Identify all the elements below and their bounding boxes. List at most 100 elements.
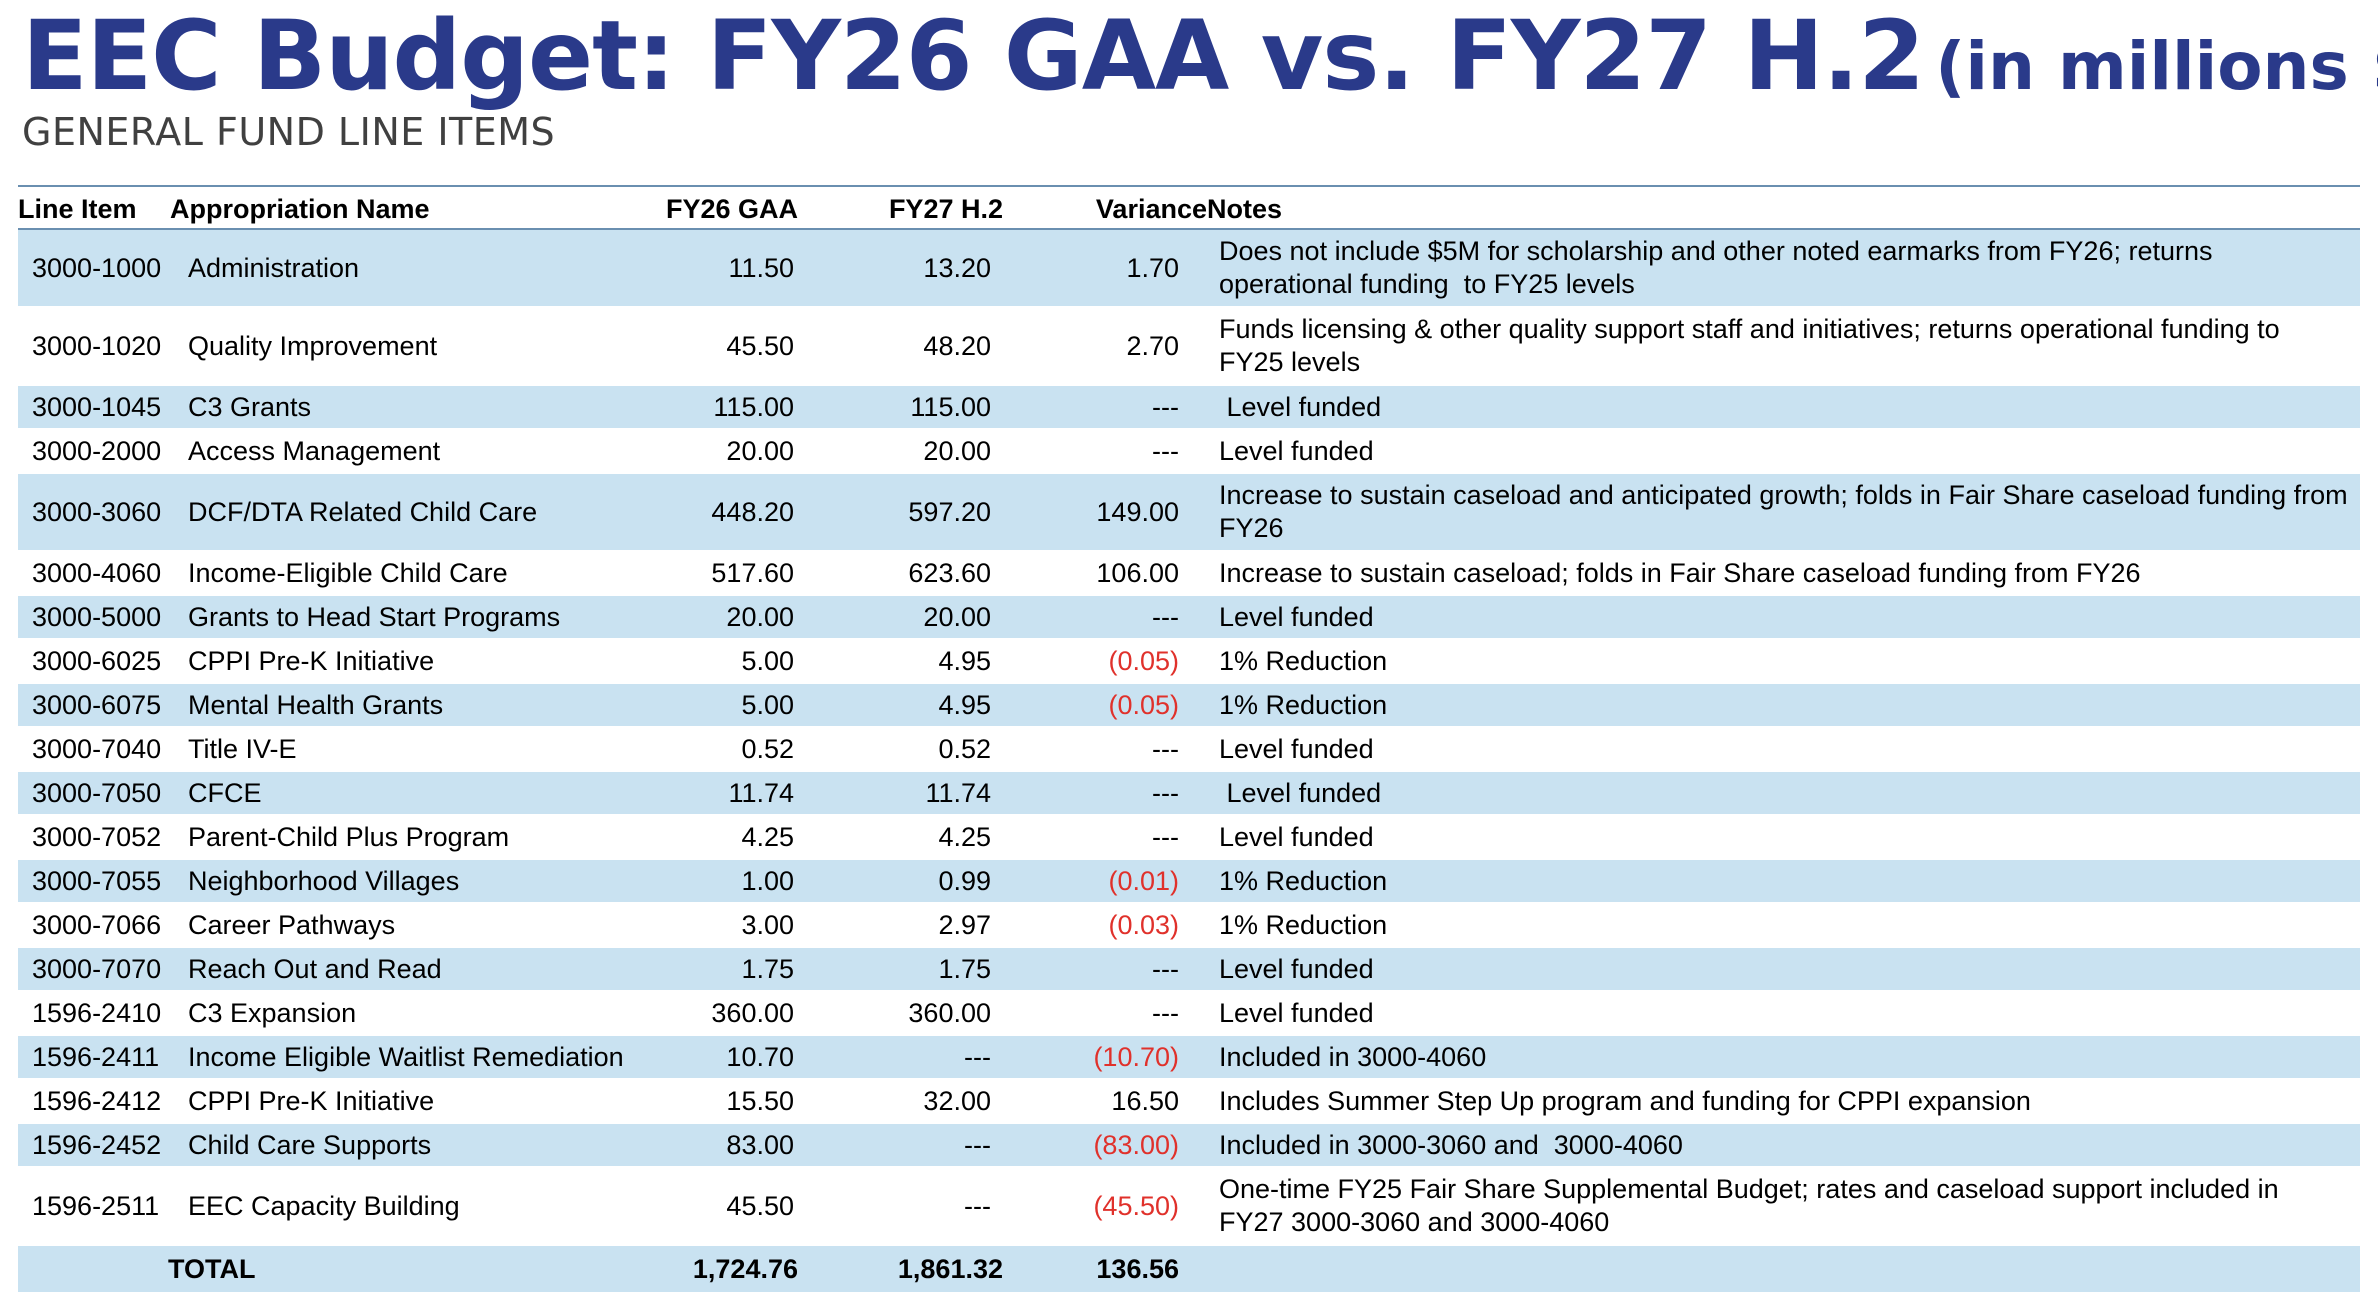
cell-fy27: 11.74 bbox=[798, 771, 1003, 816]
cell-variance: (83.00) bbox=[1003, 1123, 1207, 1168]
table-row: 3000-7050 CFCE 11.74 11.74 --- Level funded bbox=[18, 771, 2360, 816]
cell-fy26: 1.75 bbox=[653, 947, 798, 992]
cell-appropriation-name: Access Management bbox=[170, 429, 653, 474]
cell-notes: Includes Summer Step Up program and fund… bbox=[1207, 1079, 2360, 1124]
table-row: 1596-2412 CPPI Pre-K Initiative 15.50 32.00… bbox=[18, 1079, 2360, 1124]
cell-notes: Level funded bbox=[1207, 815, 2360, 860]
header-appropriation-name: Appropriation Name bbox=[170, 190, 653, 230]
budget-table: Line Item Appropriation Name FY26 GAA FY… bbox=[18, 190, 2360, 1292]
cell-appropriation-name: Grants to Head Start Programs bbox=[170, 595, 653, 640]
cell-fy27: 1.75 bbox=[798, 947, 1003, 992]
cell-fy27: --- bbox=[798, 1035, 1003, 1080]
cell-fy27: 20.00 bbox=[798, 429, 1003, 474]
total-label: TOTAL bbox=[168, 1253, 256, 1284]
page-title-units: (in millions $) bbox=[1935, 28, 2378, 105]
cell-appropriation-name: DCF/DTA Related Child Care bbox=[170, 473, 653, 552]
cell-fy26: 20.00 bbox=[653, 595, 798, 640]
cell-notes: 1% Reduction bbox=[1207, 903, 2360, 948]
cell-variance: 149.00 bbox=[1003, 473, 1207, 552]
cell-line-item: 3000-7052 bbox=[18, 815, 170, 860]
cell-notes: 1% Reduction bbox=[1207, 683, 2360, 728]
cell-fy26: 11.50 bbox=[653, 229, 798, 308]
cell-fy27: 2.97 bbox=[798, 903, 1003, 948]
cell-notes: One-time FY25 Fair Share Supplemental Bu… bbox=[1207, 1167, 2360, 1246]
total-fy27: 1,861.32 bbox=[798, 1244, 1003, 1292]
total-variance: 136.56 bbox=[1003, 1244, 1207, 1292]
cell-line-item: 3000-7050 bbox=[18, 771, 170, 816]
cell-notes: Increase to sustain caseload; folds in F… bbox=[1207, 551, 2360, 596]
cell-line-item: 3000-7055 bbox=[18, 859, 170, 904]
cell-fy26: 5.00 bbox=[653, 639, 798, 684]
total-row: TOTAL 1,724.76 1,861.32 136.56 bbox=[18, 1244, 2360, 1292]
table-row: 3000-7055 Neighborhood Villages 1.00 0.99 (0… bbox=[18, 859, 2360, 904]
table-row: 3000-2000 Access Management 20.00 20.00 --- L… bbox=[18, 429, 2360, 474]
cell-fy26: 517.60 bbox=[653, 551, 798, 596]
cell-variance: (0.05) bbox=[1003, 683, 1207, 728]
cell-line-item: 3000-7066 bbox=[18, 903, 170, 948]
table-row: 1596-2511 EEC Capacity Building 45.50 --- (4… bbox=[18, 1167, 2360, 1246]
cell-variance: --- bbox=[1003, 595, 1207, 640]
cell-line-item: 3000-1020 bbox=[18, 307, 170, 386]
cell-line-item: 1596-2452 bbox=[18, 1123, 170, 1168]
cell-notes: 1% Reduction bbox=[1207, 859, 2360, 904]
table-row: 3000-6075 Mental Health Grants 5.00 4.95 (0.… bbox=[18, 683, 2360, 728]
cell-variance: --- bbox=[1003, 429, 1207, 474]
table-header-row: Line Item Appropriation Name FY26 GAA FY… bbox=[18, 190, 2360, 230]
cell-variance: (45.50) bbox=[1003, 1167, 1207, 1246]
cell-notes: 1% Reduction bbox=[1207, 639, 2360, 684]
cell-fy26: 5.00 bbox=[653, 683, 798, 728]
cell-notes: Increase to sustain caseload and anticip… bbox=[1207, 473, 2360, 552]
table-row: 3000-4060 Income-Eligible Child Care 517.6… bbox=[18, 551, 2360, 596]
table-row: 1596-2452 Child Care Supports 83.00 --- (83.… bbox=[18, 1123, 2360, 1168]
page-title: EEC Budget: FY26 GAA vs. FY27 H.2 (in mi… bbox=[22, 8, 2378, 104]
cell-fy27: 0.99 bbox=[798, 859, 1003, 904]
cell-appropriation-name: Title IV-E bbox=[170, 727, 653, 772]
cell-variance: 2.70 bbox=[1003, 307, 1207, 386]
cell-appropriation-name: Quality Improvement bbox=[170, 307, 653, 386]
header-notes: Notes bbox=[1207, 190, 2360, 230]
cell-fy26: 45.50 bbox=[653, 307, 798, 386]
cell-notes: Included in 3000-3060 and 3000-4060 bbox=[1207, 1123, 2360, 1168]
cell-fy27: --- bbox=[798, 1167, 1003, 1246]
table-row: 3000-7052 Parent-Child Plus Program 4.25 4.… bbox=[18, 815, 2360, 860]
cell-notes: Level funded bbox=[1207, 429, 2360, 474]
cell-variance: 16.50 bbox=[1003, 1079, 1207, 1124]
table-row: 3000-6025 CPPI Pre-K Initiative 5.00 4.95 (0… bbox=[18, 639, 2360, 684]
cell-fy26: 15.50 bbox=[653, 1079, 798, 1124]
cell-fy26: 3.00 bbox=[653, 903, 798, 948]
table-body: 3000-1000 Administration 11.50 13.20 1.70 Doe… bbox=[18, 229, 2360, 1246]
cell-fy26: 0.52 bbox=[653, 727, 798, 772]
cell-appropriation-name: CPPI Pre-K Initiative bbox=[170, 1079, 653, 1124]
cell-fy27: 0.52 bbox=[798, 727, 1003, 772]
cell-fy27: 20.00 bbox=[798, 595, 1003, 640]
cell-fy26: 115.00 bbox=[653, 385, 798, 430]
cell-variance: --- bbox=[1003, 947, 1207, 992]
cell-variance: --- bbox=[1003, 727, 1207, 772]
cell-appropriation-name: Administration bbox=[170, 229, 653, 308]
cell-fy26: 4.25 bbox=[653, 815, 798, 860]
cell-notes: Level funded bbox=[1207, 947, 2360, 992]
page-title-main: EEC Budget: FY26 GAA vs. FY27 H.2 bbox=[22, 0, 1925, 112]
cell-fy27: 4.95 bbox=[798, 683, 1003, 728]
cell-appropriation-name: C3 Expansion bbox=[170, 991, 653, 1036]
header-fy26: FY26 GAA bbox=[653, 190, 798, 230]
cell-variance: (0.01) bbox=[1003, 859, 1207, 904]
cell-line-item: 3000-7070 bbox=[18, 947, 170, 992]
total-notes-empty bbox=[1207, 1244, 2360, 1292]
cell-appropriation-name: Income-Eligible Child Care bbox=[170, 551, 653, 596]
cell-fy26: 10.70 bbox=[653, 1035, 798, 1080]
cell-fy26: 83.00 bbox=[653, 1123, 798, 1168]
cell-notes: Level funded bbox=[1207, 385, 2360, 430]
cell-line-item: 3000-1000 bbox=[18, 229, 170, 308]
cell-notes: Included in 3000-4060 bbox=[1207, 1035, 2360, 1080]
cell-variance: --- bbox=[1003, 385, 1207, 430]
cell-line-item: 3000-1045 bbox=[18, 385, 170, 430]
cell-appropriation-name: Child Care Supports bbox=[170, 1123, 653, 1168]
header-line-item: Line Item bbox=[18, 190, 170, 230]
cell-variance: --- bbox=[1003, 991, 1207, 1036]
total-label-cell: TOTAL bbox=[18, 1244, 653, 1292]
cell-notes: Funds licensing & other quality support … bbox=[1207, 307, 2360, 386]
table-row: 3000-7070 Reach Out and Read 1.75 1.75 --- Le… bbox=[18, 947, 2360, 992]
table-row: 3000-7066 Career Pathways 3.00 2.97 (0.03) 1%… bbox=[18, 903, 2360, 948]
cell-line-item: 3000-7040 bbox=[18, 727, 170, 772]
